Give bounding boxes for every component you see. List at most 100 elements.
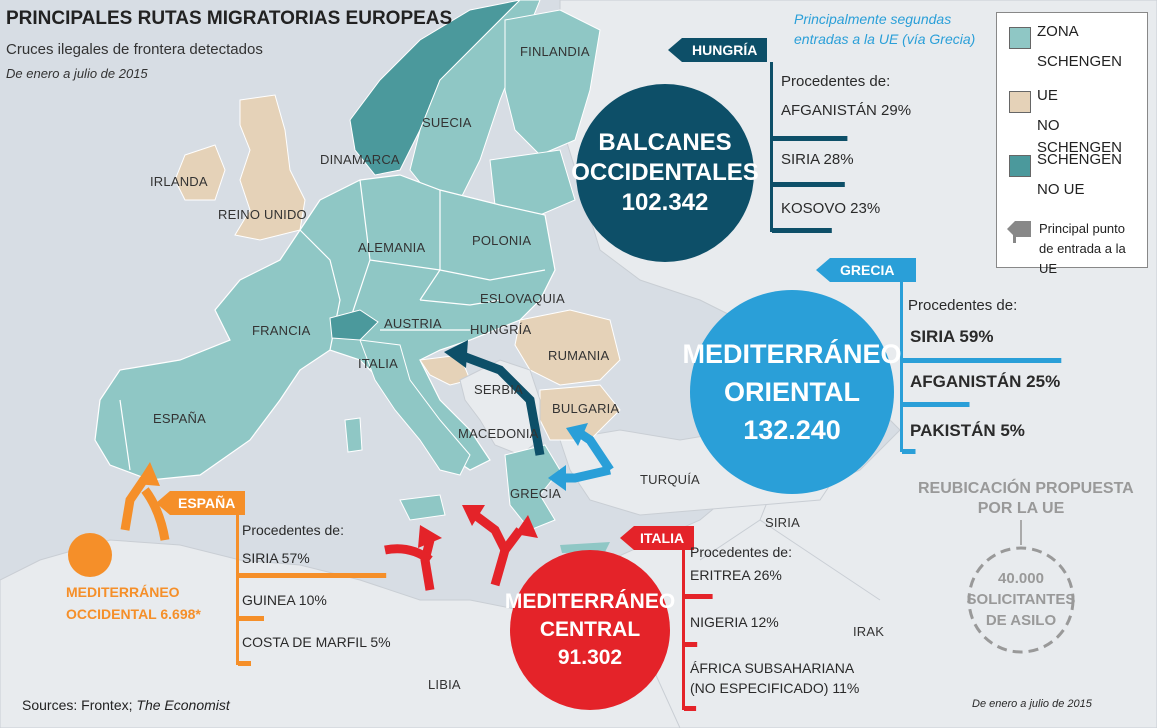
legend-sne-line1: SCHENGEN (1037, 151, 1123, 168)
western-origin-bars (238, 573, 387, 666)
label-irak: IRAK (853, 624, 885, 639)
eastern-origin-2: AFGANISTÁN 25% (910, 372, 1061, 391)
page-title: PRINCIPALES RUTAS MIGRATORIAS EUROPEAS (6, 8, 453, 29)
label-serbia: SERBIA (474, 382, 523, 397)
north-africa (0, 539, 681, 728)
western-entry-pole (236, 515, 239, 665)
western-route-arrow-b (141, 487, 170, 541)
balkan-note-line2: entradas a la UE (vía Grecia) (794, 31, 976, 47)
central-origin-bar (684, 642, 698, 647)
baltics (489, 149, 576, 216)
western-route-origin (68, 533, 112, 577)
balkan-origins-label: Procedentes de: (781, 73, 891, 90)
legend: ZONA SCHENGEN UE NO SCHENGEN SCHENGEN NO… (996, 12, 1148, 276)
legend-swatch-schengen (1009, 27, 1031, 49)
label-francia: FRANCIA (252, 323, 311, 338)
eastern-entry-tab: GRECIA (816, 258, 917, 282)
label-bulgaria: BULGARIA (552, 401, 620, 416)
western-origin-2: GUINEA 10% (242, 592, 327, 608)
central-arrowhead-2 (462, 505, 485, 526)
eastern-name-1: MEDITERRÁNEO (682, 339, 902, 369)
balkan-origin-1: AFGANISTÁN 29% (781, 102, 912, 119)
balcanes-origin-bar (772, 136, 848, 141)
legend-sne-line2: NO UE (1037, 181, 1085, 198)
legend-swatch-schengen-non-eu (1009, 155, 1031, 177)
greece (504, 444, 561, 531)
romania (514, 309, 621, 386)
eastern-origin-3: PAKISTÁN 5% (910, 421, 1025, 440)
balcanes-origin-bar (772, 228, 832, 233)
label-finlandia: FINLANDIA (520, 44, 590, 59)
legend-entry-line1: Principal punto (1039, 221, 1125, 236)
label-siria: SIRIA (765, 515, 800, 530)
label-hungria: HUNGRÍA (470, 322, 532, 337)
balkan-entry-pole (770, 62, 773, 232)
central-origins-label: Procedentes de: (690, 544, 792, 560)
page-subtitle: Cruces ilegales de frontera detectados (6, 41, 263, 58)
flag-arrow-icon (1007, 221, 1031, 243)
period-label: De enero a julio de 2015 (6, 66, 148, 81)
oriental-origin-bar (902, 449, 916, 454)
legend-schengen-line2: SCHENGEN (1037, 53, 1123, 70)
central-name-2: CENTRAL (539, 618, 641, 641)
eastern-origins-label: Procedentes de: (908, 297, 1018, 314)
central-entry-tab: ITALIA (620, 526, 695, 550)
relocation-heading-1: REUBICACIÓN PROPUESTA (918, 480, 1134, 497)
relocation-value-3: DE ASILO (985, 612, 1057, 629)
sources-line: Sources: Frontex; The Economist (22, 697, 230, 713)
label-rumania: RUMANIA (548, 348, 610, 363)
occidental-origin-bar (238, 616, 264, 621)
sardinia (344, 417, 363, 453)
balkan-arrowhead (444, 340, 468, 368)
central-origin-bar (684, 706, 697, 711)
oriental-origin-bar (902, 358, 1062, 363)
label-macedonia: MACEDONIA (458, 426, 539, 441)
switzerland (329, 309, 379, 341)
relocation-heading-2: POR LA UE (977, 500, 1065, 517)
sources-prefix: Sources: Frontex; (22, 697, 137, 713)
label-polonia: POLONIA (472, 233, 532, 248)
western-entry-tab: ESPAÑA (156, 491, 246, 515)
western-origins-label: Procedentes de: (242, 522, 344, 538)
eastern-total: 132.240 (743, 415, 841, 445)
eastern-name-2: ORIENTAL (724, 377, 860, 407)
eastern-entry-pole (900, 282, 903, 452)
central-route-arrow-1 (420, 538, 435, 591)
label-espana: ESPAÑA (153, 411, 206, 426)
balkan-total: 102.342 (621, 189, 709, 216)
label-libia: LIBIA (428, 677, 461, 692)
central-total: 91.302 (557, 646, 623, 669)
central-route-arrow-1b (384, 544, 433, 564)
legend-eu-line1: UE (1037, 87, 1058, 104)
central-name-1: MEDITERRÁNEO (504, 590, 676, 613)
legend-swatch-eu-non-schengen (1009, 91, 1031, 113)
uk (234, 94, 306, 241)
legend-entry-line2: de entrada a la UE (1039, 241, 1126, 276)
balkan-origin-3: KOSOVO 23% (781, 200, 881, 217)
label-italia: ITALIA (358, 356, 398, 371)
label-dinamarca: DINAMARCA (320, 152, 400, 167)
balkan-entry-tab: HUNGRÍA (668, 38, 768, 62)
legend-eu-line2: NO SCHENGEN (1037, 117, 1123, 156)
balkan-name-2: OCCIDENTALES (571, 159, 759, 186)
balkan-name-1: BALCANES (598, 129, 732, 156)
balkan-route-arrow (458, 350, 545, 456)
eastern-arrowhead-1 (548, 465, 566, 491)
balkan-origin-2: SIRIA 28% (781, 151, 854, 168)
relocation-circle (967, 546, 1075, 654)
balkan-origin-bars (772, 136, 848, 233)
eastern-arrowhead-2 (566, 423, 588, 446)
central-origin-3b: (NO ESPECIFICADO) 11% (690, 680, 860, 696)
balkan-route-circle: BALCANES OCCIDENTALES 102.342 (571, 84, 759, 262)
central-origin-bar (684, 594, 713, 599)
label-turquia: TURQUÍA (640, 472, 700, 487)
footer-note: De enero a julio de 2015 (972, 698, 1092, 710)
central-origin-bars (684, 594, 713, 711)
eastern-route-circle: MEDITERRÁNEO ORIENTAL 132.240 (683, 290, 902, 494)
label-eslovaquia: ESLOVAQUIA (480, 291, 565, 306)
italy (359, 339, 471, 476)
label-austria: AUSTRIA (384, 316, 442, 331)
central-entry-pole (682, 550, 685, 710)
legend-schengen-line1: ZONA (1037, 23, 1079, 40)
central-arrowhead-1 (418, 525, 442, 548)
